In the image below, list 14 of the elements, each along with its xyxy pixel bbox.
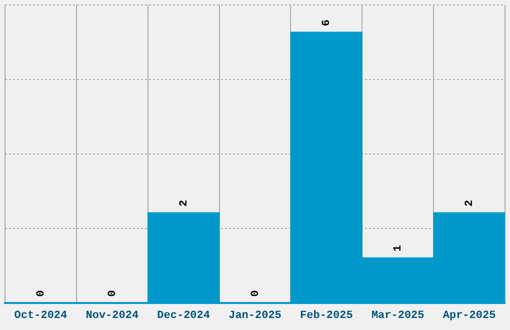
x-tick-label: Oct-2024 xyxy=(14,310,68,322)
x-tick-label: Dec-2024 xyxy=(157,310,210,322)
x-tick-label: Apr-2025 xyxy=(442,310,496,322)
x-tick-label: Feb-2025 xyxy=(300,310,354,322)
data-label: 0 xyxy=(250,290,262,297)
x-tick-label: Nov-2024 xyxy=(86,310,139,322)
x-tick-label: Mar-2025 xyxy=(371,310,425,322)
x-tick-label: Jan-2025 xyxy=(228,310,282,322)
data-label: 1 xyxy=(392,244,405,252)
data-label: 0 xyxy=(106,290,119,297)
data-label: 2 xyxy=(178,200,190,207)
data-label: 2 xyxy=(464,200,476,207)
data-label: 0 xyxy=(35,290,48,297)
data-label: 6 xyxy=(321,19,334,26)
